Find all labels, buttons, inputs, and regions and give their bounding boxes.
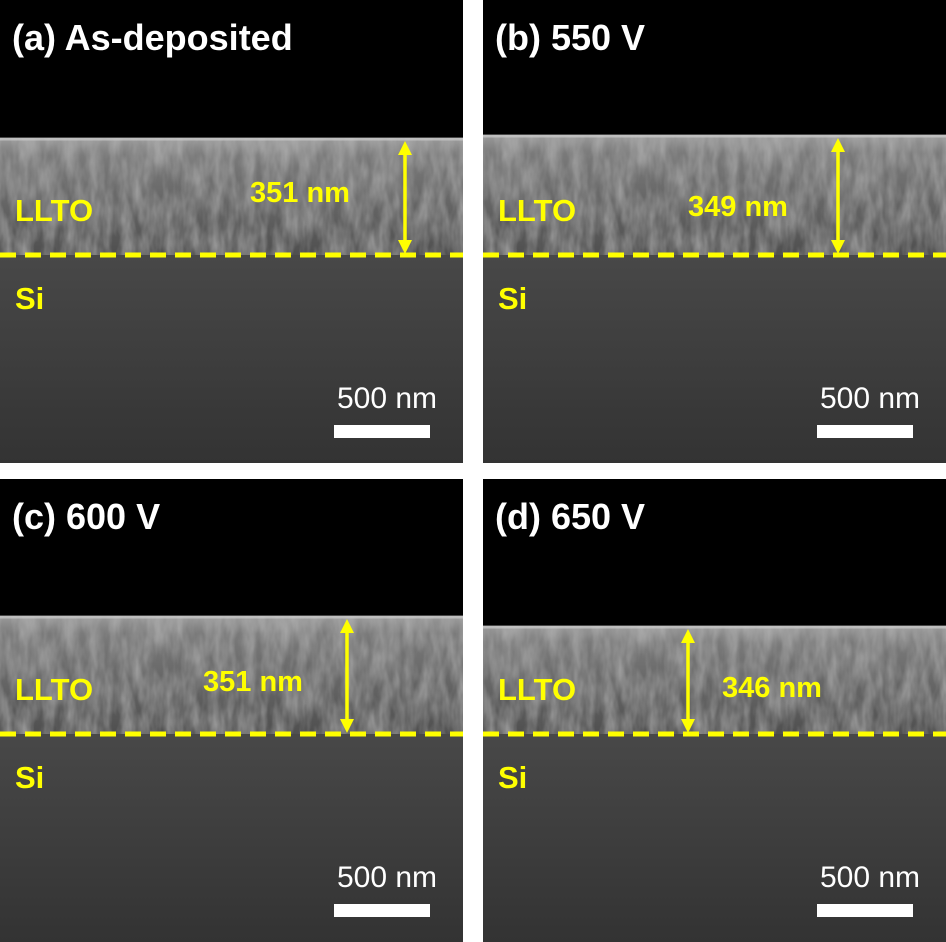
substrate-label: Si bbox=[15, 760, 44, 795]
thickness-label: 351 nm bbox=[250, 177, 350, 209]
panel-label: (c) 600 V bbox=[12, 496, 160, 537]
sem-panel: (d) 650 V LLTO Si 346 nm 500 nm bbox=[483, 479, 946, 942]
panel-label: (a) As-deposited bbox=[12, 17, 293, 58]
thickness-label: 346 nm bbox=[722, 672, 822, 704]
scale-bar-label: 500 nm bbox=[820, 382, 920, 415]
thickness-label: 351 nm bbox=[203, 666, 303, 698]
scale-bar-label: 500 nm bbox=[337, 861, 437, 894]
scale-bar-label: 500 nm bbox=[820, 861, 920, 894]
panel-label: (d) 650 V bbox=[495, 496, 645, 537]
film-texture bbox=[483, 135, 946, 255]
scale-bar bbox=[817, 425, 913, 438]
scale-bar bbox=[334, 904, 430, 917]
film-texture bbox=[483, 626, 946, 734]
panel-label: (b) 550 V bbox=[495, 17, 645, 58]
film-label: LLTO bbox=[15, 672, 93, 707]
sem-panel: (a) As-deposited LLTO Si 351 nm 500 nm bbox=[0, 0, 463, 463]
film-label: LLTO bbox=[498, 193, 576, 228]
film-label: LLTO bbox=[15, 193, 93, 228]
substrate-label: Si bbox=[498, 281, 527, 316]
film-texture bbox=[0, 616, 463, 734]
scale-bar-label: 500 nm bbox=[337, 382, 437, 415]
sem-panel: (b) 550 V LLTO Si 349 nm 500 nm bbox=[483, 0, 946, 463]
film-label: LLTO bbox=[498, 672, 576, 707]
scale-bar bbox=[334, 425, 430, 438]
scale-bar bbox=[817, 904, 913, 917]
film-texture bbox=[0, 138, 463, 255]
substrate-label: Si bbox=[15, 281, 44, 316]
substrate-label: Si bbox=[498, 760, 527, 795]
thickness-label: 349 nm bbox=[688, 191, 788, 223]
sem-panel: (c) 600 V LLTO Si 351 nm 500 nm bbox=[0, 479, 463, 942]
